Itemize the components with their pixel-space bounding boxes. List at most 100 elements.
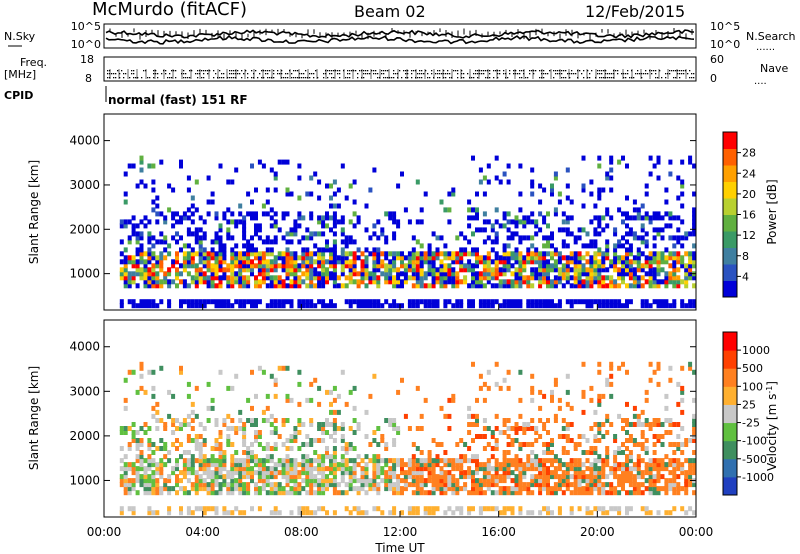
power-cell <box>131 279 136 285</box>
velocity-cell <box>494 474 499 480</box>
power-cell <box>486 279 491 285</box>
velocity-cell <box>617 450 622 455</box>
velocity-cell <box>151 486 156 492</box>
power-cell <box>352 267 357 273</box>
power-cell <box>281 299 286 305</box>
power-cell <box>277 251 282 257</box>
freq-point <box>185 73 187 75</box>
velocity-cell <box>384 474 389 480</box>
freq-point <box>563 77 565 79</box>
velocity-cell <box>692 426 696 431</box>
power-cell <box>376 247 381 253</box>
velocity-cell <box>542 442 547 447</box>
velocity-cell <box>289 397 294 403</box>
velocity-cell <box>218 430 223 435</box>
velocity-cell <box>478 373 483 379</box>
power-cell <box>206 275 211 281</box>
velocity-cell <box>250 422 254 427</box>
velocity-cell <box>482 462 487 468</box>
power-cell <box>246 299 251 305</box>
velocity-cell <box>632 478 637 484</box>
freq-point <box>333 70 335 72</box>
velocity-cell <box>171 466 176 472</box>
power-cell <box>565 267 570 273</box>
velocity-cell <box>190 454 195 460</box>
freq-point <box>569 73 571 75</box>
velocity-cell <box>127 426 132 431</box>
power-cell <box>628 231 633 237</box>
velocity-colorbar-segment <box>723 332 737 351</box>
power-cell <box>171 211 176 217</box>
velocity-cell <box>411 462 416 468</box>
velocity-cell <box>293 458 298 464</box>
power-cell <box>202 235 207 241</box>
velocity-cell <box>644 446 649 451</box>
velocity-cell <box>621 450 625 455</box>
power-cell <box>431 299 436 305</box>
velocity-cell <box>194 486 199 492</box>
freq-point <box>121 70 123 72</box>
velocity-cell <box>175 462 179 468</box>
power-cell <box>182 299 187 305</box>
power-cell <box>621 271 625 277</box>
power-cell <box>597 271 602 277</box>
velocity-cell <box>506 426 511 431</box>
power-cell <box>467 251 472 257</box>
velocity-cell <box>471 413 475 419</box>
velocity-cell <box>273 474 278 480</box>
power-cell <box>577 235 582 241</box>
velocity-cell <box>313 458 318 464</box>
power-cell <box>273 171 278 177</box>
velocity-cell <box>439 486 444 492</box>
power-cell <box>486 219 491 225</box>
power-cell <box>625 247 629 253</box>
freq-point <box>109 77 111 79</box>
velocity-cell <box>246 466 251 472</box>
velocity-cell <box>384 462 389 468</box>
power-cell <box>553 247 558 253</box>
power-cell <box>668 211 673 217</box>
velocity-cell <box>388 466 393 472</box>
freq-point <box>527 77 529 79</box>
power-cell <box>305 263 310 269</box>
power-cell <box>179 215 183 221</box>
velocity-cell <box>151 482 156 488</box>
freq-point <box>667 73 669 75</box>
power-cell <box>546 299 550 305</box>
power-cell <box>285 299 290 305</box>
power-colorbar-tick-label: 16 <box>742 209 756 222</box>
power-cell <box>171 259 176 265</box>
freq-point <box>435 73 437 75</box>
velocity-cell <box>344 506 349 512</box>
power-cell <box>265 251 270 257</box>
power-cell <box>301 259 306 265</box>
power-cell <box>242 255 247 261</box>
power-cell <box>139 243 144 249</box>
velocity-cell <box>668 377 673 383</box>
power-cell <box>522 279 527 285</box>
velocity-cell <box>321 454 326 460</box>
power-cell <box>684 263 689 269</box>
velocity-cell <box>482 482 487 488</box>
power-cell <box>625 215 629 221</box>
power-cell <box>250 251 254 257</box>
velocity-cell <box>214 510 219 516</box>
power-cell <box>254 263 258 269</box>
power-cell <box>423 299 428 305</box>
power-cell <box>238 219 243 225</box>
velocity-cell <box>179 470 183 476</box>
velocity-cell <box>167 478 172 484</box>
velocity-cell <box>250 474 254 480</box>
power-cell <box>135 267 140 273</box>
velocity-cell <box>364 462 369 468</box>
velocity-cell <box>431 506 436 512</box>
power-cell <box>502 259 507 265</box>
power-cell <box>352 179 357 185</box>
power-cell <box>151 243 156 249</box>
velocity-cell <box>498 462 503 468</box>
power-cell <box>151 299 156 305</box>
velocity-cell <box>467 405 472 411</box>
xtick-label: 00:00 <box>87 525 122 539</box>
power-cell <box>388 303 393 309</box>
